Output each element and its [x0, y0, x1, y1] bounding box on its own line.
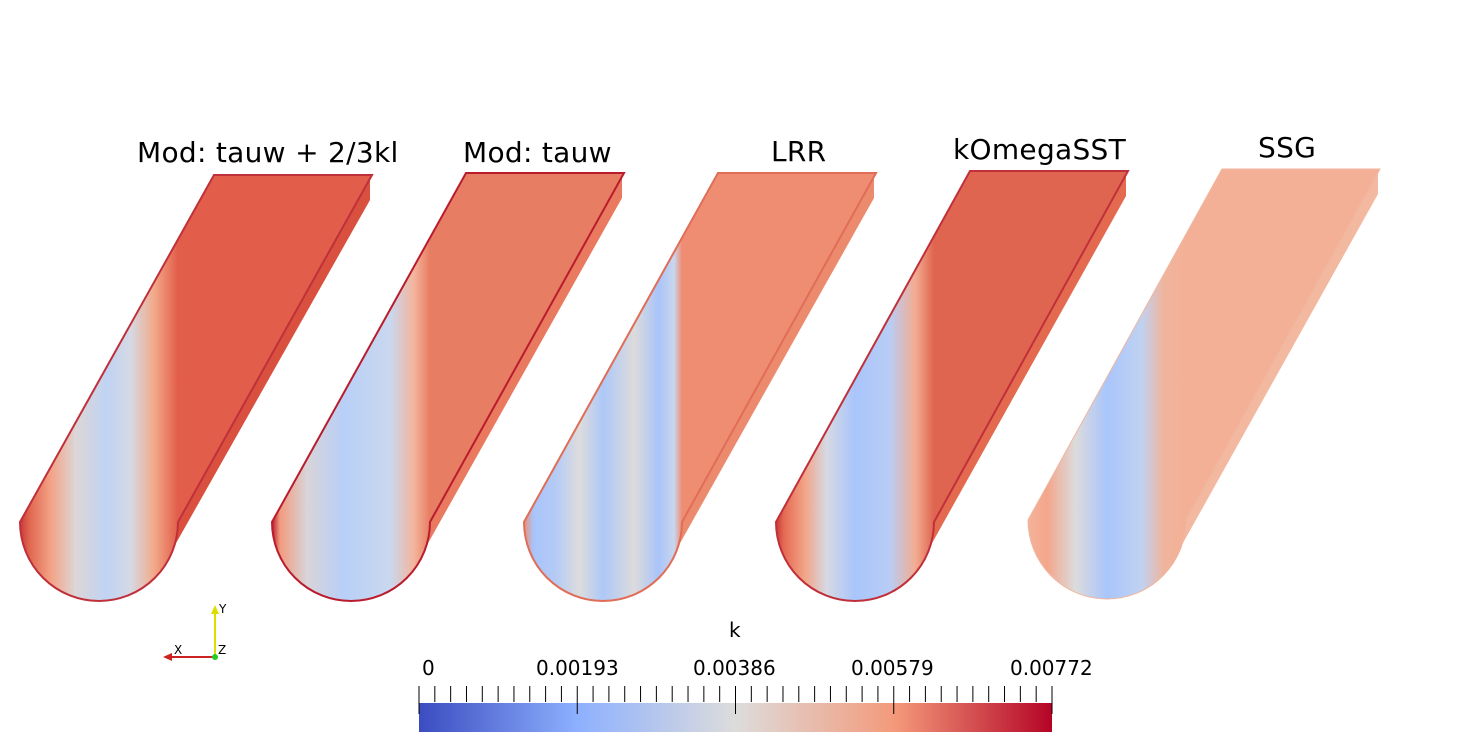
colorbar-tick-label: 0.00193	[536, 656, 619, 680]
z-axis-label: Z	[218, 643, 227, 657]
y-axis-arrow	[211, 605, 219, 614]
pipe-mod-tauw-23kl	[18, 174, 374, 602]
pipe-mod-tauw	[270, 172, 626, 602]
panel-title-ssg: SSG	[1258, 131, 1317, 164]
colorbar-tick-label: 0.00579	[851, 656, 934, 680]
pipe-komegasst	[774, 170, 1130, 602]
colorbar-title: k	[729, 618, 741, 642]
panel-title-mod-tauw: Mod: tauw	[463, 136, 612, 169]
pipe-ssg	[1027, 168, 1381, 600]
x-axis-label: X	[174, 643, 183, 657]
x-axis-arrow	[163, 653, 172, 661]
panel-title-komegasst: kOmegaSST	[953, 133, 1127, 166]
panel-title-lrr: LRR	[771, 135, 827, 168]
pipe-lrr	[522, 172, 878, 602]
colorbar-tick-label: 0.00772	[1010, 656, 1093, 680]
colorbar	[418, 686, 1053, 732]
y-axis-label: Y	[219, 602, 227, 616]
panel-title-mod-tauw-23kl: Mod: tauw + 2/3kl	[137, 136, 399, 169]
z-axis-dot	[212, 654, 218, 660]
axes-triad	[163, 605, 219, 661]
colorbar-tick-label: 0	[422, 656, 435, 680]
colorbar-ticks	[418, 686, 1053, 714]
colorbar-tick-label: 0.00386	[693, 656, 776, 680]
